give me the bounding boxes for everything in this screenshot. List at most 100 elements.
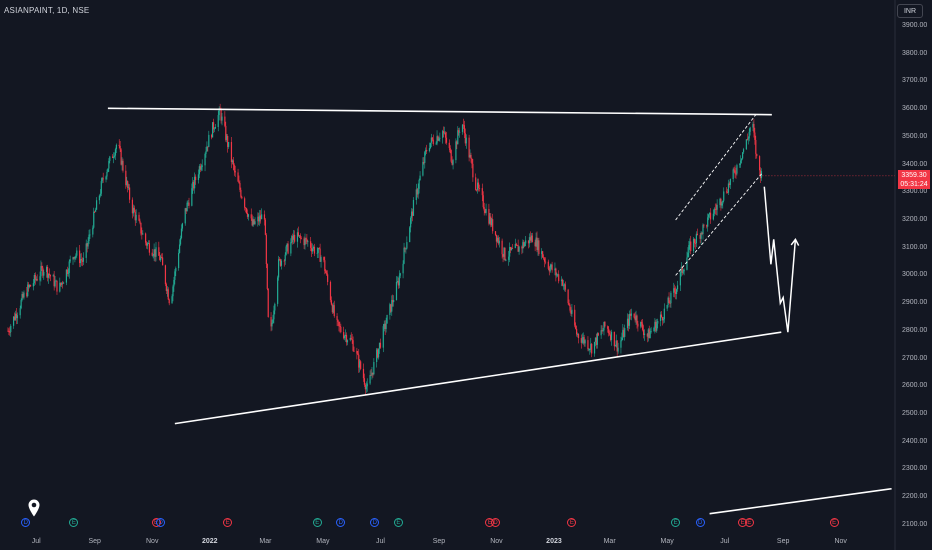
candle — [555, 267, 557, 282]
earnings-marker[interactable]: E — [223, 518, 233, 527]
symbol-title[interactable]: ASIANPAINT, 1D, NSE — [4, 6, 90, 15]
candle — [469, 149, 471, 158]
candle — [43, 269, 45, 280]
candle — [336, 313, 338, 326]
candle — [350, 332, 352, 340]
candle — [79, 245, 81, 268]
earnings-marker[interactable]: E — [312, 518, 322, 527]
candle — [267, 288, 269, 318]
candle — [95, 207, 97, 212]
candle — [604, 321, 606, 328]
candle — [33, 273, 35, 286]
bar-countdown: 05:31:24 — [900, 181, 928, 188]
candle — [358, 349, 360, 373]
candle — [125, 165, 127, 189]
candle — [141, 227, 143, 240]
dividend-marker[interactable]: D — [370, 518, 380, 527]
candle — [251, 214, 253, 227]
earnings-marker[interactable]: E — [671, 518, 681, 527]
candle — [713, 207, 715, 217]
candle — [329, 280, 332, 303]
candle — [628, 310, 631, 330]
candle — [217, 110, 219, 132]
price-tick-label: 3900.00 — [902, 22, 928, 29]
candle — [115, 143, 117, 153]
dividend-marker[interactable]: D — [336, 518, 346, 527]
candle — [148, 240, 150, 256]
price-tick-label: 2500.00 — [902, 409, 928, 417]
candle — [128, 184, 131, 204]
candle — [379, 338, 382, 349]
candle — [67, 268, 69, 277]
channel-line — [675, 172, 763, 276]
candle — [146, 242, 149, 250]
candle — [478, 184, 481, 192]
candle — [291, 235, 293, 244]
candle — [689, 238, 691, 250]
time-tick-label: Nov — [834, 538, 847, 545]
candle — [748, 128, 750, 142]
candle — [292, 233, 294, 245]
candle — [742, 152, 744, 160]
time-tick-label: 2023 — [546, 538, 562, 545]
candle — [733, 166, 735, 173]
dividend-marker[interactable]: D — [491, 518, 500, 527]
candle — [278, 255, 280, 281]
candle — [221, 113, 223, 126]
price-tick-label: 3500.00 — [902, 132, 928, 140]
earnings-marker[interactable]: E — [829, 518, 839, 527]
price-tick-label: 3400.00 — [902, 160, 928, 168]
candle — [147, 240, 150, 245]
candle — [747, 136, 749, 145]
candle — [432, 134, 434, 146]
candle — [464, 128, 466, 146]
time-tick-label: May — [660, 538, 674, 545]
candle — [706, 224, 708, 229]
candle — [344, 334, 346, 341]
candle — [200, 163, 202, 172]
candle — [455, 138, 457, 164]
candle — [247, 213, 250, 221]
dividend-marker[interactable]: D — [21, 518, 31, 527]
candle — [186, 200, 188, 212]
candle — [635, 310, 637, 325]
candle — [445, 131, 448, 145]
candle — [692, 236, 695, 254]
candle — [155, 242, 157, 262]
earnings-marker[interactable]: E — [69, 518, 79, 527]
candle — [245, 207, 248, 214]
projection-arrowhead — [790, 237, 800, 246]
candle — [568, 299, 570, 307]
earnings-marker[interactable]: E — [567, 518, 577, 527]
candle — [648, 325, 650, 339]
candle — [296, 228, 299, 248]
candle — [179, 235, 182, 246]
candle — [356, 347, 358, 360]
candle — [640, 321, 642, 329]
candle — [482, 191, 484, 209]
dividend-marker[interactable]: D — [695, 518, 705, 527]
candle — [254, 217, 256, 226]
candle — [662, 317, 664, 324]
currency-button[interactable]: INR — [897, 4, 923, 18]
candle — [76, 247, 78, 259]
candle — [13, 312, 16, 321]
candle — [647, 327, 649, 342]
location-pin-icon[interactable] — [28, 499, 40, 517]
candle — [509, 242, 511, 263]
earnings-marker[interactable]: E — [744, 518, 754, 527]
candle — [107, 168, 109, 173]
candle — [537, 238, 539, 256]
candle — [114, 147, 117, 161]
candle — [449, 145, 451, 154]
candle — [613, 331, 615, 351]
candle — [655, 319, 657, 332]
candle — [696, 228, 698, 236]
candle — [475, 173, 477, 191]
candle — [85, 239, 87, 263]
candle — [616, 340, 618, 358]
dividend-marker[interactable]: D — [156, 518, 166, 527]
candle — [438, 136, 440, 141]
earnings-marker[interactable]: E — [393, 518, 403, 527]
